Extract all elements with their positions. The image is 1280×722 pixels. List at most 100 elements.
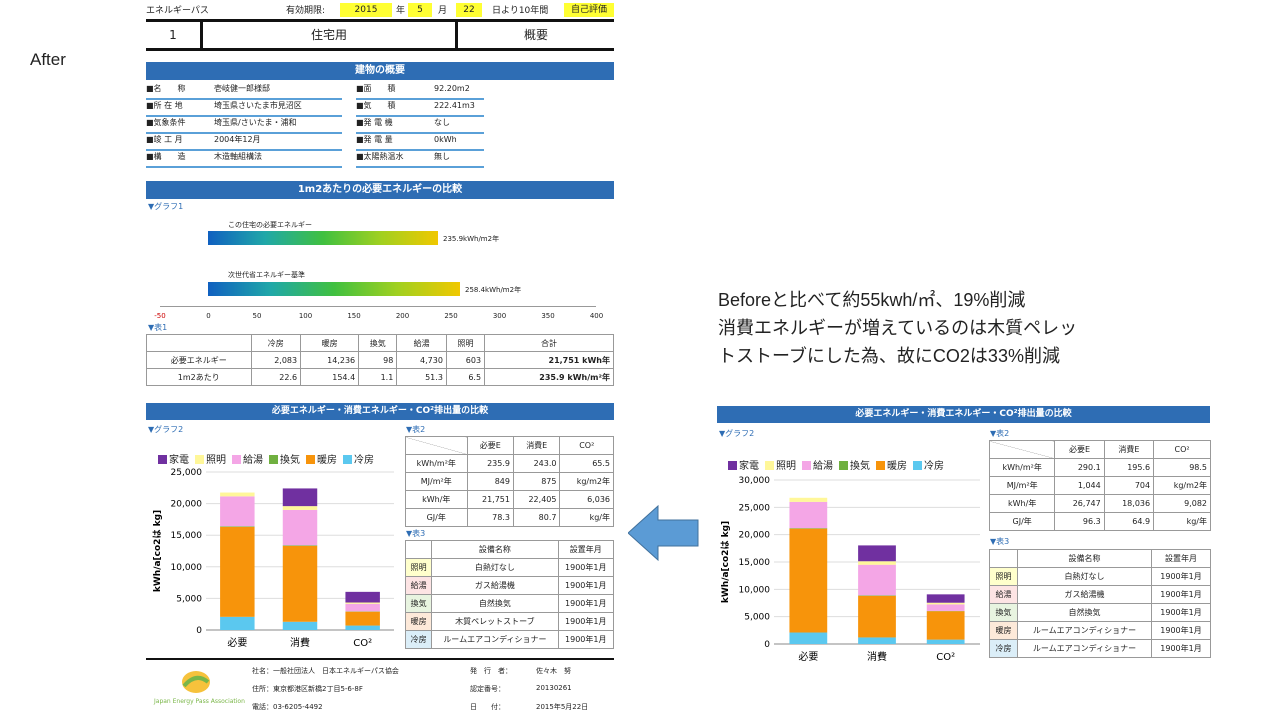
bar-segment-換気 — [789, 528, 827, 529]
y-tick-label: 30,000 — [739, 476, 771, 486]
id-number: 1 — [146, 22, 200, 48]
table-cell: 冷房 — [406, 631, 432, 649]
bar-segment-家電 — [927, 594, 965, 602]
bar-segment-暖房 — [345, 612, 379, 626]
building-key: ■面 積 — [356, 82, 418, 96]
y-tick-label: 10,000 — [739, 585, 771, 595]
id-type: 住宅用 — [203, 22, 455, 48]
table-cell: 195.6 — [1104, 459, 1153, 477]
table-cell: 4,730 — [397, 352, 447, 369]
table-cell: 自然換気 — [1017, 604, 1151, 622]
building-value: 埼玉県さいたま市見沼区 — [214, 99, 302, 113]
table-header: 必要E — [467, 437, 513, 455]
table-header: CO² — [1154, 441, 1211, 459]
table-cell: 1900年1月 — [1152, 586, 1211, 604]
bar-segment-暖房 — [858, 596, 896, 638]
table-cell: 21,751 kWh年 — [485, 352, 614, 369]
x-tick-label: CO² — [353, 638, 372, 649]
building-row: ■名 称壱岐健一郎様邸 — [146, 82, 342, 100]
y-tick-label: 25,000 — [171, 468, 203, 478]
table-cell: ルームエアコンディショナー — [432, 631, 558, 649]
table-cell: kWh/m²年 — [990, 459, 1055, 477]
y-tick-label: 15,000 — [739, 558, 771, 568]
after-table2-label: ▼表2 — [406, 424, 425, 435]
table-header — [990, 441, 1055, 459]
x-tick-label: 必要 — [798, 650, 818, 663]
table-cell: 給湯 — [990, 586, 1018, 604]
table-header: 合計 — [485, 335, 614, 352]
axis-tick: 150 — [347, 312, 360, 320]
table-cell: kg/年 — [560, 509, 614, 527]
bar-segment-給湯 — [283, 510, 317, 545]
table-cell: 51.3 — [397, 369, 447, 386]
table-cell: 6.5 — [446, 369, 484, 386]
table-cell: 1900年1月 — [1152, 568, 1211, 586]
period-suffix: 日より10年間 — [492, 3, 548, 16]
id-summary: 概要 — [458, 22, 614, 48]
bar-segment-家電 — [283, 488, 317, 506]
y-tick-label: 5,000 — [744, 613, 770, 623]
bar-segment-給湯 — [927, 604, 965, 611]
table-cell: kWh/年 — [406, 491, 468, 509]
table-cell: 290.1 — [1055, 459, 1104, 477]
table-cell: 18,036 — [1104, 495, 1153, 513]
legend-item: 暖房 — [876, 457, 907, 472]
table-cell: 1900年1月 — [558, 595, 614, 613]
table-cell: 白熱灯なし — [432, 559, 558, 577]
table-cell: 自然換気 — [432, 595, 558, 613]
table-cell: 6,036 — [560, 491, 614, 509]
bar-segment-照明 — [345, 603, 379, 604]
table-header: 消費E — [1104, 441, 1153, 459]
table-header — [406, 437, 468, 455]
bar-segment-冷房 — [283, 622, 317, 630]
table-cell: 21,751 — [467, 491, 513, 509]
table-header: 換気 — [359, 335, 397, 352]
year-value: 2015 — [340, 3, 392, 17]
table-header: 冷房 — [251, 335, 301, 352]
table-cell: 704 — [1104, 477, 1153, 495]
building-key: ■気 積 — [356, 99, 418, 113]
y-tick-label: 20,000 — [739, 531, 771, 541]
table-cell: ルームエアコンディショナー — [1017, 640, 1151, 658]
table-cell: kg/m2年 — [1154, 477, 1211, 495]
table-cell: 1900年1月 — [558, 613, 614, 631]
legend-item: 換気 — [839, 457, 870, 472]
building-key: ■名 称 — [146, 82, 208, 96]
bar-segment-照明 — [927, 603, 965, 605]
axis-tick: 250 — [444, 312, 457, 320]
bar1-label: この住宅の必要エネルギー — [228, 220, 312, 230]
building-title: 建物の概要 — [146, 62, 614, 80]
footer: Japan Energy Pass Association 社名：一般社団法人 … — [146, 658, 614, 722]
table-cell: MJ/m²年 — [990, 477, 1055, 495]
table-cell: 1900年1月 — [558, 577, 614, 595]
table-cell: 98.5 — [1154, 459, 1211, 477]
table-header — [406, 541, 432, 559]
table-cell: 1900年1月 — [1152, 640, 1211, 658]
table-cell: 849 — [467, 473, 513, 491]
building-key: ■発 電 機 — [356, 116, 418, 130]
table-cell: GJ/年 — [990, 513, 1055, 531]
x-tick-label: CO² — [936, 652, 955, 663]
doc-title: エネルギーパス — [146, 3, 209, 16]
building-key: ■竣 工 月 — [146, 133, 208, 147]
footer-address: 住所：東京都港区新橋2丁目5-6-8F — [252, 684, 363, 694]
table-cell: ガス給湯機 — [432, 577, 558, 595]
bar2 — [208, 282, 460, 296]
table-cell: 243.0 — [513, 455, 559, 473]
table-cell: 22.6 — [251, 369, 301, 386]
x-tick-label: 必要 — [227, 636, 247, 649]
comparison-note: Beforeと比べて約55kwh/㎡、19%削減 消費エネルギーが増えているのは… — [718, 286, 1077, 370]
table-cell: 冷房 — [990, 640, 1018, 658]
building-row: ■構 造木造軸組構法 — [146, 150, 342, 168]
table-header: 設備名称 — [1017, 550, 1151, 568]
table-cell: 1.1 — [359, 369, 397, 386]
year-unit: 年 — [396, 3, 405, 16]
after-compare-title: 必要エネルギー・消費エネルギー・CO²排出量の比較 — [146, 403, 614, 420]
